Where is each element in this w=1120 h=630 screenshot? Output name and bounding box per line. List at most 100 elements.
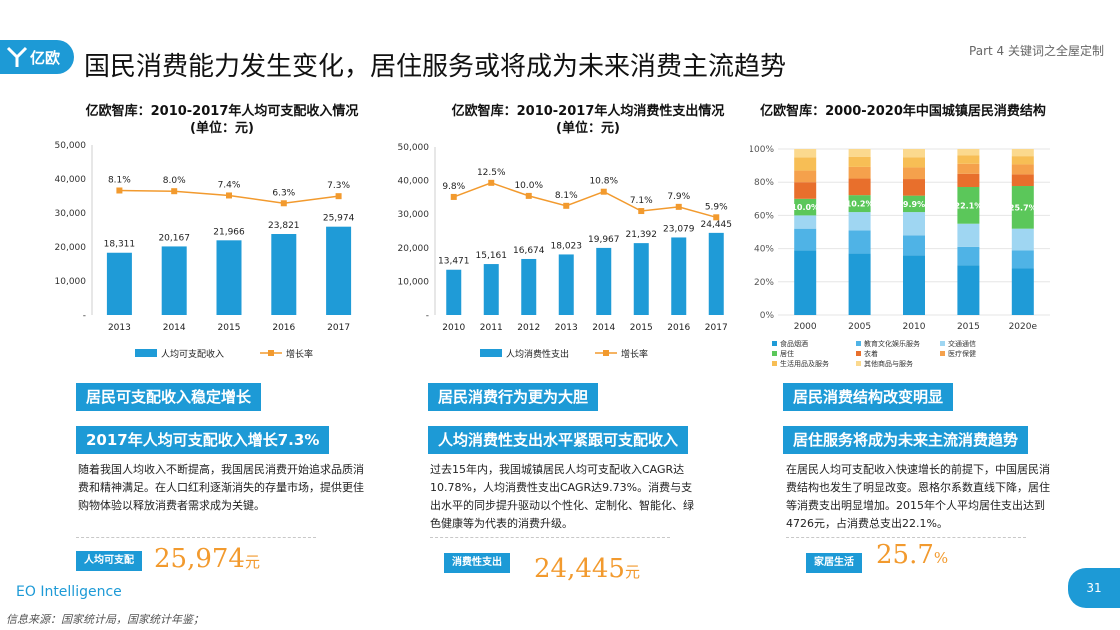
legend-swatch bbox=[856, 351, 861, 356]
headline-income: 2017年人均可支配收入增长7.3% bbox=[76, 426, 330, 454]
growth-rate-label: 9.8% bbox=[442, 182, 465, 192]
stacked-segment bbox=[903, 212, 925, 236]
x-tick-label: 2015 bbox=[630, 323, 653, 333]
growth-rate-label: 7.9% bbox=[667, 192, 690, 202]
growth-rate-marker bbox=[488, 179, 495, 186]
big-number-income-unit: 元 bbox=[244, 553, 260, 571]
stacked-segment bbox=[957, 223, 980, 247]
y-tick-label: - bbox=[426, 311, 429, 321]
y-tick-label: 0% bbox=[760, 311, 775, 321]
legend-swatch bbox=[856, 361, 861, 366]
stacked-segment bbox=[1011, 156, 1034, 165]
growth-rate-label: 8.0% bbox=[163, 176, 186, 186]
growth-rate-label: 10.0% bbox=[514, 181, 543, 191]
bar-value-label: 19,967 bbox=[588, 235, 620, 245]
y-tick-label: 20,000 bbox=[398, 244, 430, 254]
x-tick-label: 2010 bbox=[903, 322, 926, 332]
stacked-segment bbox=[903, 195, 925, 213]
paragraph-structure: 在居民人均可支配收入快速增长的前提下，中国居民消费结构也发生了明显改变。恩格尔系… bbox=[786, 463, 1050, 530]
bar-value-label: 18,311 bbox=[104, 240, 135, 250]
x-tick-label: 2015 bbox=[957, 322, 980, 332]
stacked-segment bbox=[1011, 268, 1034, 315]
stacked-segment bbox=[794, 157, 817, 171]
growth-rate-label: 5.9% bbox=[705, 202, 728, 212]
paragraph-expenditure: 过去15年内，我国城镇居民人均可支配收入CAGR达10.78%，人均消费性支出C… bbox=[430, 463, 694, 530]
legend-label: 食品烟酒 bbox=[780, 339, 808, 348]
segment-value-label: 25.7% bbox=[1009, 203, 1037, 212]
growth-rate-marker bbox=[335, 193, 342, 200]
growth-rate-label: 12.5% bbox=[477, 168, 506, 178]
stacked-segment bbox=[903, 149, 925, 158]
x-tick-label: 2014 bbox=[163, 323, 186, 333]
segment-value-label: 10.2% bbox=[846, 200, 874, 209]
x-tick-label: 2005 bbox=[848, 322, 871, 332]
stacked-segment bbox=[1011, 164, 1034, 175]
tag-expenditure: 消费性支出 bbox=[444, 553, 510, 573]
stacked-segment bbox=[794, 228, 817, 251]
bar-value-label: 21,392 bbox=[626, 230, 658, 240]
growth-rate-marker bbox=[563, 202, 570, 209]
stacked-segment bbox=[957, 173, 980, 188]
legend-swatch bbox=[772, 361, 777, 366]
x-tick-label: 2000 bbox=[794, 322, 817, 332]
y-tick-label: 10,000 bbox=[398, 277, 430, 287]
x-tick-label: 2016 bbox=[667, 323, 690, 333]
section-label: Part 4 关键词之全屋定制 bbox=[969, 44, 1104, 58]
bar bbox=[633, 243, 649, 315]
stacked-segment bbox=[794, 215, 817, 229]
x-tick-label: 2016 bbox=[272, 323, 295, 333]
stacked-segment bbox=[848, 156, 871, 167]
chart-title-income-line1: 亿欧智库：2010-2017年人均可支配收入情况 bbox=[85, 104, 359, 119]
stacked-segment bbox=[1011, 228, 1034, 251]
big-number-structure: 25.7% bbox=[876, 540, 948, 570]
chart-title-income-line2: (单位：元) bbox=[190, 121, 254, 136]
chart-title-expenditure-line2: (单位：元) bbox=[556, 121, 620, 136]
x-tick-label: 2011 bbox=[480, 323, 503, 333]
big-number-income-value: 25,974 bbox=[154, 544, 245, 574]
page-number: 31 bbox=[1068, 568, 1120, 608]
big-number-expenditure-unit: 元 bbox=[624, 563, 640, 581]
legend-label: 增长率 bbox=[621, 348, 648, 360]
bar bbox=[521, 258, 537, 315]
headline-structure: 居住服务将成为未来主流消费趋势 bbox=[783, 426, 1029, 454]
stacked-segment bbox=[848, 166, 871, 179]
legend-swatch bbox=[940, 351, 945, 356]
bar-value-label: 16,674 bbox=[513, 246, 545, 256]
chart-title-structure: 亿欧智库：2000-2020年中国城镇居民消费结构 bbox=[748, 103, 1058, 120]
legend-label: 生活用品及服务 bbox=[780, 359, 829, 368]
bar bbox=[671, 237, 687, 315]
bar bbox=[216, 240, 242, 315]
growth-rate-marker bbox=[713, 214, 720, 221]
footer-brand: EO Intelligence bbox=[16, 584, 122, 600]
stacked-segment bbox=[794, 250, 817, 315]
growth-rate-marker bbox=[280, 200, 287, 207]
chart-title-structure-line1: 亿欧智库：2000-2020年中国城镇居民消费结构 bbox=[760, 104, 1046, 119]
chart-title-expenditure-line1: 亿欧智库：2010-2017年人均消费性支出情况 bbox=[451, 104, 725, 119]
bar-value-label: 23,079 bbox=[663, 224, 695, 234]
stacked-segment bbox=[848, 195, 871, 213]
big-number-expenditure: 24,445元 bbox=[534, 554, 640, 584]
stacked-segment bbox=[903, 235, 925, 256]
big-number-structure-unit: % bbox=[933, 549, 949, 567]
growth-rate-marker bbox=[638, 208, 645, 215]
growth-rate-marker bbox=[226, 192, 232, 199]
stacked-segment bbox=[848, 178, 871, 196]
legend-swatch bbox=[856, 341, 861, 346]
logo-text: 亿欧 bbox=[30, 48, 61, 67]
y-tick-label: 10,000 bbox=[55, 277, 87, 287]
bar bbox=[558, 254, 574, 315]
bar-value-label: 24,445 bbox=[701, 220, 733, 230]
legend-label: 增长率 bbox=[286, 348, 313, 360]
growth-rate-marker bbox=[525, 192, 532, 199]
y-tick-label: 100% bbox=[750, 145, 774, 155]
stacked-segment bbox=[794, 170, 817, 183]
stacked-segment bbox=[957, 155, 980, 164]
stacked-segment bbox=[1011, 174, 1034, 187]
bar bbox=[446, 269, 462, 315]
x-tick-label: 2013 bbox=[108, 323, 131, 333]
stacked-segment bbox=[957, 265, 980, 315]
bar bbox=[596, 247, 612, 315]
income-chart: 50,000 40,000 30,000 20,000 10,000 - 18,311 201… bbox=[55, 141, 355, 360]
bar-value-label: 25,974 bbox=[323, 214, 355, 224]
x-tick-label: 2017 bbox=[327, 323, 350, 333]
